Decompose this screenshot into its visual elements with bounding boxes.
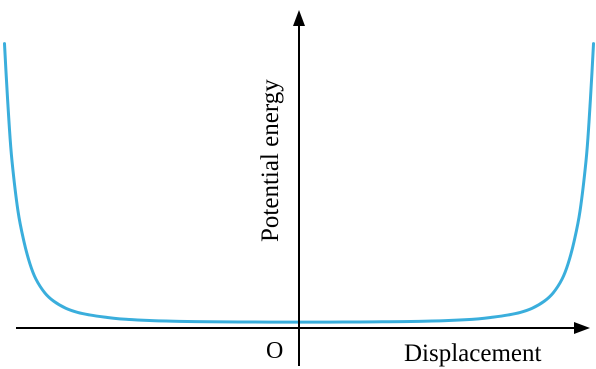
x-axis-title: Displacement: [404, 340, 542, 367]
origin-label: O: [266, 338, 283, 364]
x-axis-arrowhead: [574, 322, 590, 334]
y-axis-title: Potential energy: [257, 79, 284, 242]
y-axis-arrowhead: [293, 10, 305, 26]
